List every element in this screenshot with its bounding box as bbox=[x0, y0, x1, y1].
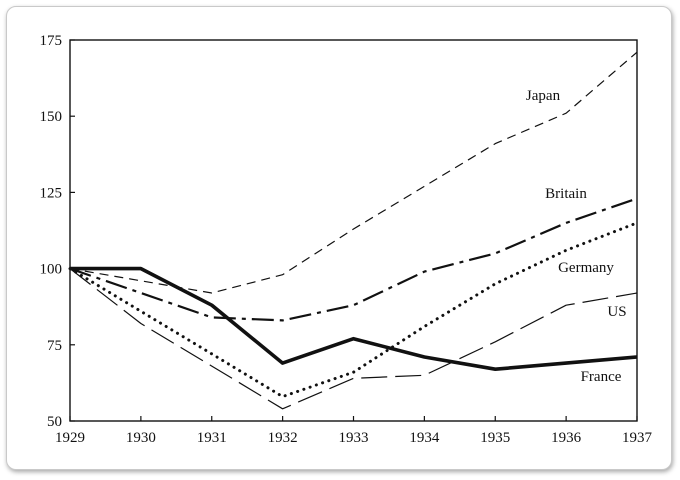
series-line-japan bbox=[69, 51, 638, 294]
x-tick-label: 1932 bbox=[268, 430, 298, 446]
x-tick-label: 1936 bbox=[551, 430, 582, 446]
x-tick-label: 1935 bbox=[480, 430, 510, 446]
x-tick-label: 1931 bbox=[197, 430, 227, 446]
series-label-us: US bbox=[607, 304, 626, 320]
x-tick-label: 1930 bbox=[126, 430, 156, 446]
series-labels: Japan Britain Germany US France bbox=[526, 88, 627, 385]
y-tick-label: 75 bbox=[47, 338, 62, 354]
series-label-france: France bbox=[581, 369, 622, 385]
y-tick-label: 50 bbox=[47, 414, 62, 430]
series-line-germany bbox=[68, 221, 639, 399]
x-tick-label: 1937 bbox=[622, 430, 653, 446]
series-label-japan: Japan bbox=[526, 88, 561, 104]
chart-frame bbox=[6, 6, 672, 470]
x-tick-label: 1933 bbox=[339, 430, 369, 446]
series-line-france bbox=[70, 266, 638, 372]
y-tick-label: 125 bbox=[40, 185, 63, 201]
y-tick-label: 100 bbox=[40, 262, 63, 278]
y-tick-label: 150 bbox=[40, 109, 63, 125]
series-line-britain bbox=[69, 197, 638, 322]
x-tick-label: 1929 bbox=[55, 430, 85, 446]
x-tick-label: 1934 bbox=[409, 430, 440, 446]
axes: 50 75 100 125 150 175 1929 1930 1931 1932 1933 1934… bbox=[40, 33, 653, 446]
series-label-germany: Germany bbox=[558, 260, 614, 276]
series-layer bbox=[68, 51, 639, 410]
y-tick-label: 175 bbox=[40, 33, 63, 49]
series-label-britain: Britain bbox=[545, 186, 587, 202]
series-line-us bbox=[69, 268, 638, 410]
